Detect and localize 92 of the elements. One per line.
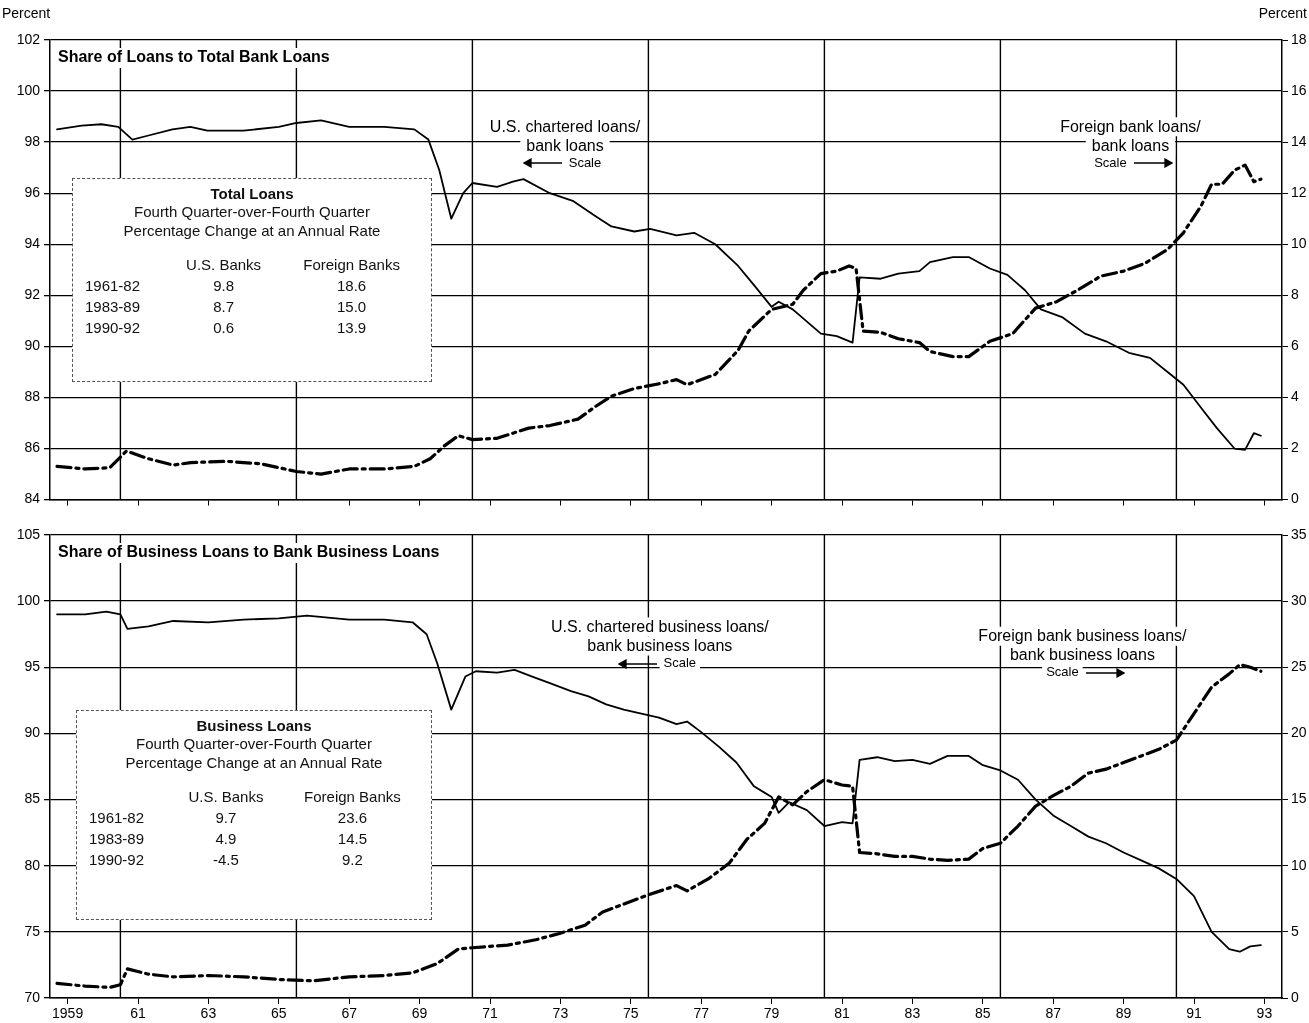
y-tick-label: 102 — [16, 30, 41, 47]
y2-tick-label: 25 — [1291, 658, 1307, 675]
annotation: Scale — [1046, 664, 1079, 680]
y-tick-label: 90 — [24, 337, 41, 354]
y2-tick-label: 6 — [1291, 337, 1299, 354]
text: Foreign Banks — [303, 787, 402, 807]
text: Foreign bank business loans/bank business loans — [978, 627, 1188, 664]
y-tick-label: 100 — [16, 81, 41, 98]
y-tick-label: 84 — [24, 490, 41, 507]
x-tick-label: 75 — [623, 1005, 639, 1022]
y-tick-label: 80 — [24, 856, 41, 873]
data-label: 15.0 — [336, 297, 368, 317]
x-tick-label: 81 — [834, 1005, 850, 1022]
y2-axis-title: Percent — [1258, 4, 1308, 21]
text: Foreign Banks — [302, 255, 401, 275]
x-tick-label: 87 — [1045, 1005, 1062, 1022]
x-tick-label: 69 — [411, 1005, 428, 1022]
y-tick-label: 105 — [16, 525, 41, 542]
x-tick-label: 73 — [552, 1005, 569, 1022]
category-label: 1983-89 — [84, 297, 142, 317]
y-tick-label: 90 — [24, 724, 41, 741]
y2-tick-label: 20 — [1291, 724, 1307, 741]
series-label: U.S. chartered business loans/bank business loans — [550, 618, 770, 655]
y-tick-label: 88 — [24, 388, 41, 405]
y-tick-label: 96 — [24, 184, 41, 201]
text: Fourth Quarter-over-Fourth Quarter Percentage Change at an Annual Rate — [122, 202, 382, 240]
text: Business Loans — [195, 717, 313, 734]
y-tick-label: 100 — [16, 592, 41, 608]
y2-tick-label: 8 — [1291, 286, 1299, 303]
x-tick-label: 93 — [1256, 1005, 1273, 1022]
x-tick-label: 71 — [482, 1005, 498, 1022]
y2-tick-label: 2 — [1291, 439, 1299, 456]
data-label: 18.6 — [336, 276, 368, 296]
data-label: 13.9 — [336, 318, 368, 338]
y-axis-title: Percent — [2, 4, 51, 21]
data-label: 9.8 — [212, 276, 235, 296]
data-label: 14.5 — [336, 829, 369, 849]
x-tick-label: 91 — [1186, 1005, 1202, 1022]
y-tick-label: 75 — [24, 922, 41, 939]
annotation: Scale — [663, 655, 697, 671]
data-label: 9.2 — [341, 850, 364, 870]
y2-tick-label: 10 — [1291, 856, 1307, 873]
data-label: 9.7 — [214, 808, 238, 828]
data-label: 4.9 — [214, 829, 238, 849]
x-tick-label: 89 — [1115, 1005, 1132, 1022]
data-label: -4.5 — [212, 850, 240, 870]
y2-tick-label: 0 — [1291, 490, 1299, 507]
y-tick-label: 70 — [24, 988, 41, 1005]
y2-tick-label: 18 — [1291, 30, 1307, 47]
y-tick-label: 95 — [24, 658, 41, 675]
x-tick-label: 65 — [271, 1005, 287, 1022]
text: Total Loans — [209, 185, 295, 202]
text: Fourth Quarter-over-Fourth Quarter Percentage Change at an Annual Rate — [124, 734, 384, 772]
y-tick-label: 85 — [24, 790, 41, 807]
y2-tick-label: 10 — [1291, 235, 1307, 252]
annotation: Scale — [1094, 154, 1127, 170]
text: Share of Loans to Total Bank Loans — [58, 48, 330, 66]
data-label: 23.6 — [336, 808, 369, 828]
y2-tick-label: 5 — [1291, 922, 1299, 939]
series-label: U.S. chartered loans/bank loans — [489, 117, 641, 154]
series-label: U.S. Banks — [187, 787, 265, 807]
x-tick-label: 77 — [693, 1005, 710, 1022]
category-label: 1961-82 — [84, 276, 142, 296]
y-tick-label: 92 — [24, 286, 41, 303]
x-tick-label: 63 — [200, 1005, 217, 1022]
y2-tick-label: 35 — [1291, 525, 1307, 542]
y-tick-label: 98 — [24, 132, 41, 149]
y2-tick-label: 30 — [1291, 592, 1307, 608]
x-tick-label: 67 — [341, 1005, 358, 1022]
series-label: U.S. Banks — [185, 255, 263, 275]
category-label: 1990-92 — [84, 318, 142, 338]
y2-tick-label: 4 — [1291, 388, 1299, 405]
y2-tick-label: 15 — [1291, 790, 1307, 807]
y2-tick-label: 0 — [1291, 988, 1299, 1005]
category-label: 1961-82 — [88, 808, 146, 828]
y2-tick-label: 16 — [1291, 81, 1307, 98]
data-label: 0.6 — [212, 318, 235, 338]
text: Share of Business Loans to Bank Business Loans — [58, 543, 440, 561]
x-tick-label: 83 — [904, 1005, 921, 1022]
y-tick-label: 94 — [24, 235, 41, 252]
data-label: 8.7 — [212, 297, 235, 317]
y2-tick-label: 14 — [1291, 132, 1307, 149]
x-tick-label: 1959 — [52, 1005, 84, 1022]
y-tick-label: 86 — [24, 439, 41, 456]
category-label: 1983-89 — [88, 829, 146, 849]
x-tick-label: 85 — [975, 1005, 991, 1022]
x-tick-label: 79 — [763, 1005, 780, 1022]
annotation: Scale — [568, 154, 602, 170]
category-label: 1990-92 — [88, 850, 146, 870]
y2-tick-label: 12 — [1291, 184, 1307, 201]
x-tick-label: 61 — [130, 1005, 146, 1022]
text: Foreign bank loans/bank loans — [1060, 117, 1202, 154]
